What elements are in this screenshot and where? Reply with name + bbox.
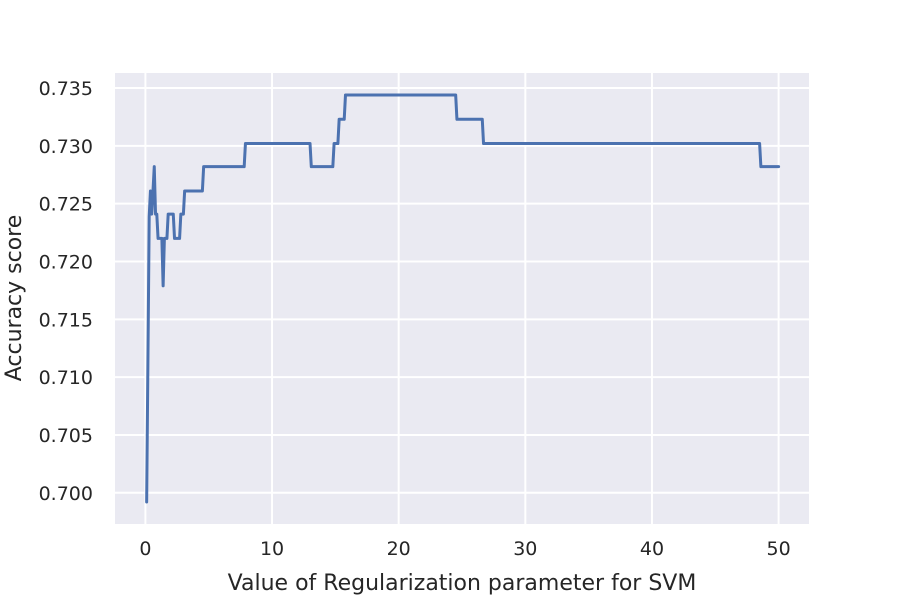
- grid: [115, 73, 809, 524]
- y-tick-label: 0.710: [39, 367, 93, 389]
- series-group: [145, 93, 781, 504]
- y-tick-label: 0.735: [39, 78, 93, 100]
- y-tick-label: 0.725: [39, 194, 93, 216]
- y-tick-label: 0.720: [39, 251, 93, 273]
- series-line: [145, 93, 781, 504]
- x-tick-label: 30: [513, 538, 537, 560]
- y-tick-labels: 0.700 0.705 0.710 0.715 0.720 0.725 0.730 0.735: [39, 78, 93, 505]
- y-tick-label: 0.705: [39, 425, 93, 447]
- x-tick-label: 20: [387, 538, 411, 560]
- x-tick-label: 50: [767, 538, 791, 560]
- plot-area: [115, 73, 809, 524]
- x-tick-label: 10: [260, 538, 284, 560]
- x-tick-label: 0: [139, 538, 151, 560]
- y-axis-label: Accuracy score: [2, 215, 27, 382]
- x-tick-label: 40: [640, 538, 664, 560]
- x-axis-label: Value of Regularization parameter for SV…: [228, 571, 697, 596]
- x-tick-labels: 0 10 20 30 40 50: [139, 538, 790, 560]
- y-tick-label: 0.715: [39, 309, 93, 331]
- y-tick-label: 0.730: [39, 136, 93, 158]
- y-tick-label: 0.700: [39, 483, 93, 505]
